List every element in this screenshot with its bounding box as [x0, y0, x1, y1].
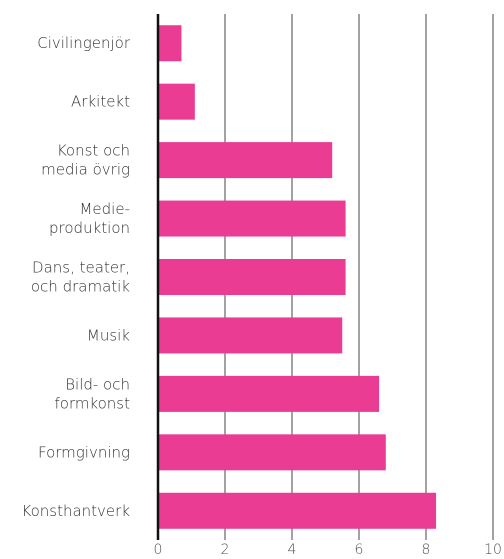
y-tick-label: Civilingenjör [37, 34, 131, 52]
bar [158, 25, 182, 62]
label-line: produktion [49, 219, 130, 237]
label-line: Musik [87, 326, 130, 344]
bar [158, 200, 346, 237]
x-tick-label: 0 [154, 542, 163, 558]
x-tick-label: 6 [355, 542, 364, 558]
label-line: Bild- och [65, 375, 130, 393]
x-tick-label: 4 [288, 542, 297, 558]
y-tick-label: Bild- och formkonst [54, 375, 130, 412]
label-line: media övrig [41, 161, 130, 179]
x-tick-label: 8 [422, 542, 431, 558]
label-line: Formgivning [38, 443, 130, 461]
bar [158, 142, 333, 179]
label-line: Konst och [57, 142, 130, 160]
label-line: Dans, teater, [32, 259, 130, 277]
bar [158, 259, 346, 295]
y-tick-label: Dans, teater, och dramatik [31, 259, 130, 296]
label-line: Civilingenjör [37, 34, 131, 52]
y-tick-label: Konst och media övrig [41, 142, 130, 179]
bar [158, 434, 386, 471]
y-tick-label: Arkitekt [71, 93, 130, 111]
y-tick-label: Formgivning [38, 443, 130, 461]
label-line: Konsthantverk [21, 502, 130, 520]
label-line: och dramatik [31, 278, 130, 296]
bar [158, 492, 437, 529]
y-tick-label: Musik [87, 326, 130, 344]
y-tick-label: Konsthantverk [21, 502, 130, 520]
y-tick-label: Medie-produktion [49, 200, 130, 237]
x-tick-label: 2 [221, 542, 230, 558]
bar [158, 375, 380, 412]
label-line: Medie- [79, 200, 130, 218]
label-line: Arkitekt [71, 93, 130, 111]
label-line: formkonst [54, 394, 130, 412]
bar [158, 317, 343, 354]
bar [158, 83, 195, 120]
x-tick-label: 10 [484, 542, 502, 558]
